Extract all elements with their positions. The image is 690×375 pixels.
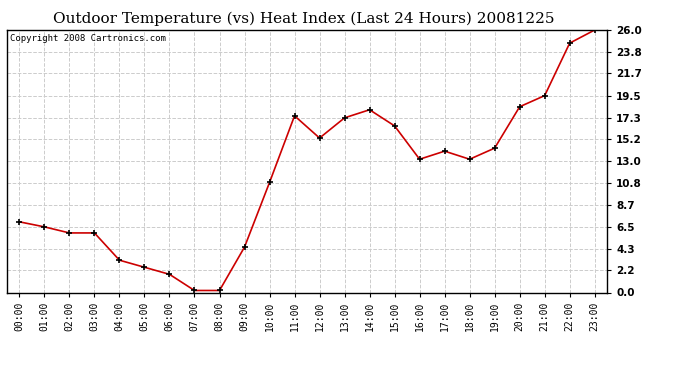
Text: Copyright 2008 Cartronics.com: Copyright 2008 Cartronics.com (10, 34, 166, 43)
Text: Outdoor Temperature (vs) Heat Index (Last 24 Hours) 20081225: Outdoor Temperature (vs) Heat Index (Las… (53, 11, 554, 26)
